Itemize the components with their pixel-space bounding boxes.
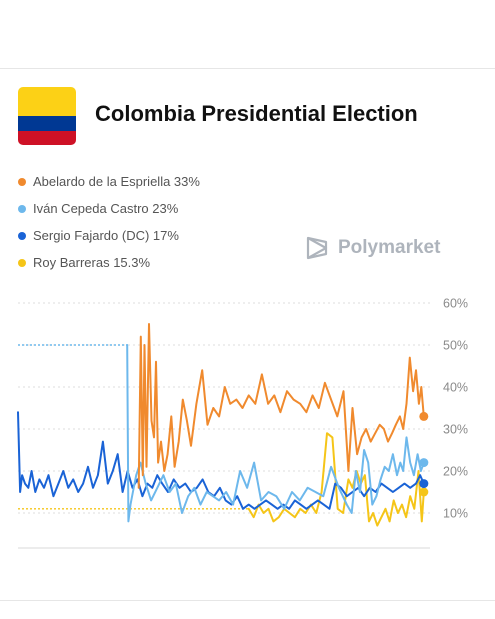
page-title: Colombia Presidential Election [95,101,418,126]
legend-dot-barreras [18,258,26,267]
flag-stripe-yellow [18,87,76,116]
legend-label-fajardo: Sergio Fajardo (DC) 17% [33,228,179,243]
y-tick-label: 10% [443,507,468,521]
flag-stripe-blue [18,116,76,131]
legend-item-cepeda: Iván Cepeda Castro 23% [18,195,200,222]
y-axis-ticks: 10% 20% 30% 40% 50% 60% [443,297,468,521]
brand-name: Polymarket [338,237,441,258]
legend-item-barreras: Roy Barreras 15.3% [18,249,200,276]
series-end-marker [419,479,429,489]
line-chart: 10% 20% 30% 40% 50% 60% [17,297,468,549]
legend-dot-cepeda [18,204,26,213]
chart-series [17,323,429,527]
y-tick-label: 30% [443,423,468,437]
legend-dot-espriella [18,177,26,186]
legend-dot-fajardo [18,231,26,240]
legend-item-espriella: Abelardo de la Espriella 33% [18,168,200,195]
series-line [17,411,425,510]
series-line [137,323,425,489]
flag-stripe-red [18,131,76,145]
series-line [247,432,425,527]
chart-legend: Abelardo de la Espriella 33% Iván Cepeda… [18,168,200,276]
y-tick-label: 40% [443,381,468,395]
y-tick-label: 20% [443,465,468,479]
top-divider [0,68,495,69]
series-line [126,344,425,523]
series-end-marker [419,411,429,421]
chart-grid [18,302,430,514]
legend-item-fajardo: Sergio Fajardo (DC) 17% [18,222,200,249]
polymarket-watermark: Polymarket [306,236,440,260]
legend-label-cepeda: Iván Cepeda Castro 23% [33,201,179,216]
y-tick-label: 60% [443,297,468,311]
polymarket-logo-icon [306,236,328,260]
series-end-marker [419,487,429,497]
bottom-divider [0,600,495,601]
y-tick-label: 50% [443,339,468,353]
series-end-marker [419,458,429,468]
legend-label-espriella: Abelardo de la Espriella 33% [33,174,200,189]
legend-label-barreras: Roy Barreras 15.3% [33,255,151,270]
colombia-flag-icon [18,87,76,145]
